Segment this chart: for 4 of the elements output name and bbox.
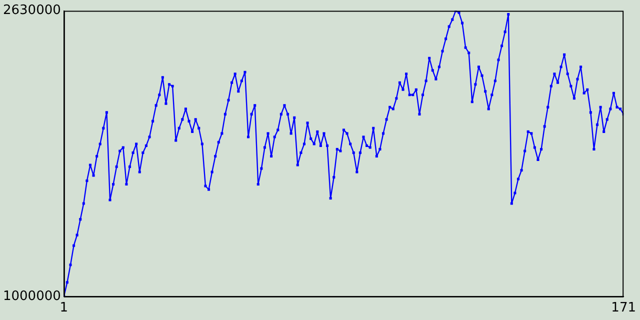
y-tick-label: 2630000 (2, 3, 61, 18)
y-tick-label: 1000000 (2, 288, 61, 304)
x-tick-label: 1 (60, 300, 68, 316)
x-tick-label: 171 (611, 300, 636, 316)
